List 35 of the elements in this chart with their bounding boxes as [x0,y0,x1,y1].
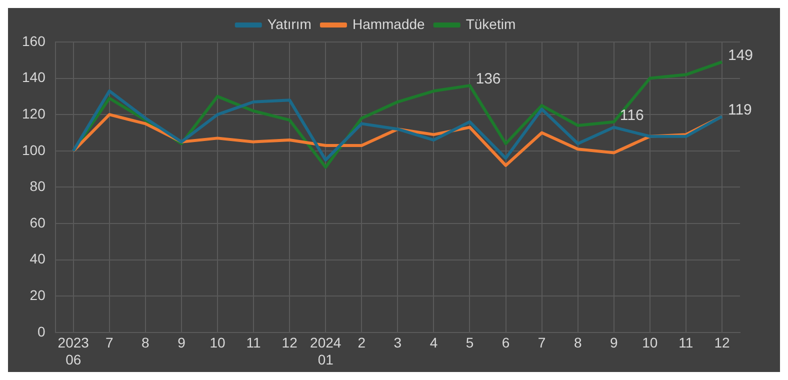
y-tick-label: 40 [30,250,46,267]
y-tick-label: 20 [30,286,46,303]
x-tick-label: 11 [246,334,262,351]
x-tick-label: 5 [466,334,474,351]
data-label: 136 [476,70,501,88]
x-tick-label: 2023 06 [58,334,90,368]
y-tick-label: 60 [30,214,46,230]
x-tick-label: 12 [282,334,298,351]
x-tick-label: 7 [538,334,546,351]
x-tick-label: 6 [502,334,510,351]
x-tick-label: 2 [358,334,366,351]
x-tick-label: 9 [178,334,186,351]
y-tick-label: 100 [22,142,46,158]
y-tick-label: 80 [30,178,46,194]
x-tick-label: 8 [142,334,150,351]
x-tick-label: 10 [642,334,658,351]
data-label: 149 [728,47,754,64]
y-tick-label: 140 [22,69,46,86]
x-tick-label: 3 [394,334,402,351]
x-tick-label: 7 [106,334,114,351]
x-tick-label: 8 [574,334,582,351]
x-tick-label: 2024 01 [310,334,342,368]
x-tick-label: 9 [610,334,618,351]
legend-label: Hammadde [352,16,426,32]
x-tick-label: 10 [210,334,226,351]
x-tick-label: 4 [430,334,438,351]
legend-label: Yatırım [267,16,312,32]
data-label: 119 [728,102,752,119]
x-tick-label: 12 [714,334,730,351]
legend-label: Tüketim [466,16,516,32]
x-tick-label: 11 [678,334,694,351]
y-tick-label: 0 [38,323,46,340]
y-tick-label: 160 [22,32,46,49]
data-label: 116 [620,107,644,124]
y-tick-label: 120 [22,105,46,122]
